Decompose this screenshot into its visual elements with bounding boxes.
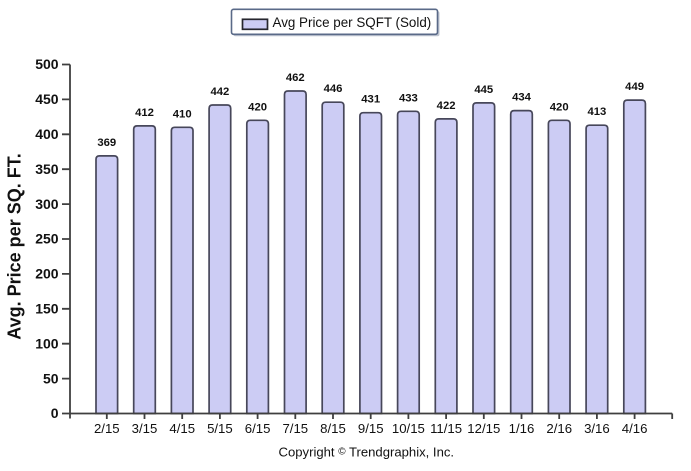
svg-text:250: 250 [35,231,59,247]
svg-text:431: 431 [361,94,380,106]
svg-text:2/15: 2/15 [94,421,120,436]
svg-text:7/15: 7/15 [282,421,308,436]
svg-text:450: 450 [35,91,59,107]
svg-text:Avg. Price per SQ. FT.: Avg. Price per SQ. FT. [5,153,25,339]
svg-text:500: 500 [35,56,59,72]
svg-text:449: 449 [625,81,644,93]
svg-text:10/15: 10/15 [392,421,425,436]
svg-text:446: 446 [324,83,343,95]
svg-text:3/15: 3/15 [132,421,158,436]
svg-text:100: 100 [35,335,59,351]
svg-text:300: 300 [35,196,59,212]
svg-text:413: 413 [587,106,606,118]
svg-text:3/16: 3/16 [584,421,610,436]
svg-text:9/15: 9/15 [358,421,384,436]
svg-text:410: 410 [173,108,192,120]
svg-text:442: 442 [210,86,229,98]
svg-text:400: 400 [35,126,59,142]
svg-text:0: 0 [51,405,59,421]
svg-text:2/16: 2/16 [546,421,572,436]
svg-text:200: 200 [35,266,59,282]
svg-text:6/15: 6/15 [245,421,271,436]
svg-text:1/16: 1/16 [509,421,535,436]
svg-text:150: 150 [35,301,59,317]
svg-text:4/16: 4/16 [622,421,648,436]
svg-text:420: 420 [550,101,569,113]
svg-text:Avg Price per SQFT (Sold): Avg Price per SQFT (Sold) [273,15,432,30]
svg-text:4/15: 4/15 [169,421,195,436]
svg-text:5/15: 5/15 [207,421,233,436]
svg-text:422: 422 [437,100,456,112]
svg-text:350: 350 [35,161,59,177]
svg-text:50: 50 [43,370,59,386]
svg-text:412: 412 [135,107,154,119]
svg-text:462: 462 [286,72,305,84]
svg-text:8/15: 8/15 [320,421,346,436]
svg-text:12/15: 12/15 [467,421,500,436]
svg-text:Copyright © Trendgraphix, Inc.: Copyright © Trendgraphix, Inc. [279,444,455,459]
svg-text:369: 369 [97,137,116,149]
svg-text:11/15: 11/15 [430,421,462,436]
svg-text:445: 445 [474,84,493,96]
svg-text:433: 433 [399,92,418,104]
svg-text:420: 420 [248,101,267,113]
svg-text:434: 434 [512,92,532,104]
